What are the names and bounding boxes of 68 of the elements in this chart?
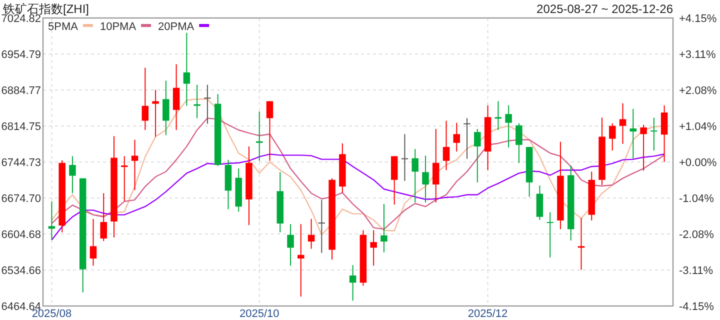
candlestick	[142, 67, 149, 130]
candlestick	[69, 156, 76, 194]
candlestick	[349, 264, 356, 302]
y2-tick-label: -2.08%	[679, 229, 714, 242]
candlestick	[630, 108, 637, 160]
candlestick	[204, 84, 211, 124]
line-series	[51, 118, 665, 230]
candlestick	[162, 80, 170, 136]
candlestick	[494, 100, 502, 130]
candlestick	[536, 185, 544, 220]
y2-tick-label: +1.04%	[679, 120, 717, 133]
candlestick	[266, 100, 274, 162]
candlestick	[516, 122, 522, 164]
candlestick	[90, 218, 97, 266]
y-tick-label: 7024.82	[1, 13, 41, 25]
candlestick	[318, 199, 326, 254]
y-tick-label: 6814.75	[1, 121, 41, 133]
y2-tick-label: +3.11%	[679, 49, 716, 62]
candlestick	[412, 148, 418, 203]
y-tick-label: 6884.77	[1, 85, 41, 98]
x-tick-label: 2025/12	[468, 308, 508, 320]
candlestick	[100, 192, 107, 242]
y2-tick-label: +0.00%	[679, 157, 717, 169]
chart-subtitle: 2025-08-27 ~ 2025-12-26	[536, 2, 674, 16]
candlestick	[640, 124, 647, 172]
candlestick	[660, 104, 668, 162]
legend-label: 5PMA	[48, 21, 79, 33]
candlestick	[183, 32, 190, 106]
y-tick-label: 6534.66	[1, 265, 41, 277]
y-tick-label: 6954.79	[1, 49, 41, 62]
x-tick-label: 2025/10	[239, 308, 280, 320]
candlestick	[380, 204, 388, 253]
candlestick	[432, 128, 440, 203]
y2-tick-label: +2.08%	[679, 84, 717, 97]
y2-tick-label: -4.15%	[679, 301, 714, 313]
y-tick-label: 6674.70	[1, 193, 41, 206]
y2-tick-label: -1.04%	[679, 193, 714, 206]
candlestick	[390, 156, 398, 206]
candlestick	[474, 128, 481, 183]
y2-tick-label: +4.15%	[679, 13, 717, 25]
legend-label: 20PMA	[158, 21, 195, 33]
candlestick	[442, 120, 450, 171]
candlestick	[308, 218, 315, 250]
candlestick	[298, 224, 304, 298]
y2-tick-label: -3.11%	[679, 264, 714, 277]
legend-label: 10PMA	[100, 21, 137, 33]
candlestick	[287, 224, 294, 266]
candlestick	[464, 118, 470, 160]
candlestick	[650, 117, 658, 152]
y-tick-label: 6604.68	[1, 229, 41, 242]
candlestick	[370, 230, 377, 266]
candlestick	[121, 156, 128, 202]
candlestick	[578, 217, 585, 270]
candlestick	[401, 134, 408, 182]
candlestick	[172, 64, 180, 130]
candlestick	[194, 84, 200, 119]
candlestick	[152, 89, 159, 138]
candlestick	[505, 104, 512, 148]
candlestick	[48, 200, 56, 241]
candlestick	[256, 110, 263, 162]
candlestick	[609, 122, 616, 152]
candlestick	[453, 122, 460, 152]
candlestick	[131, 139, 138, 191]
candlestick	[422, 155, 429, 203]
candlestick	[619, 102, 626, 144]
candlestick	[546, 212, 554, 258]
line-series	[51, 154, 665, 241]
y-tick-label: 6744.73	[1, 157, 41, 169]
